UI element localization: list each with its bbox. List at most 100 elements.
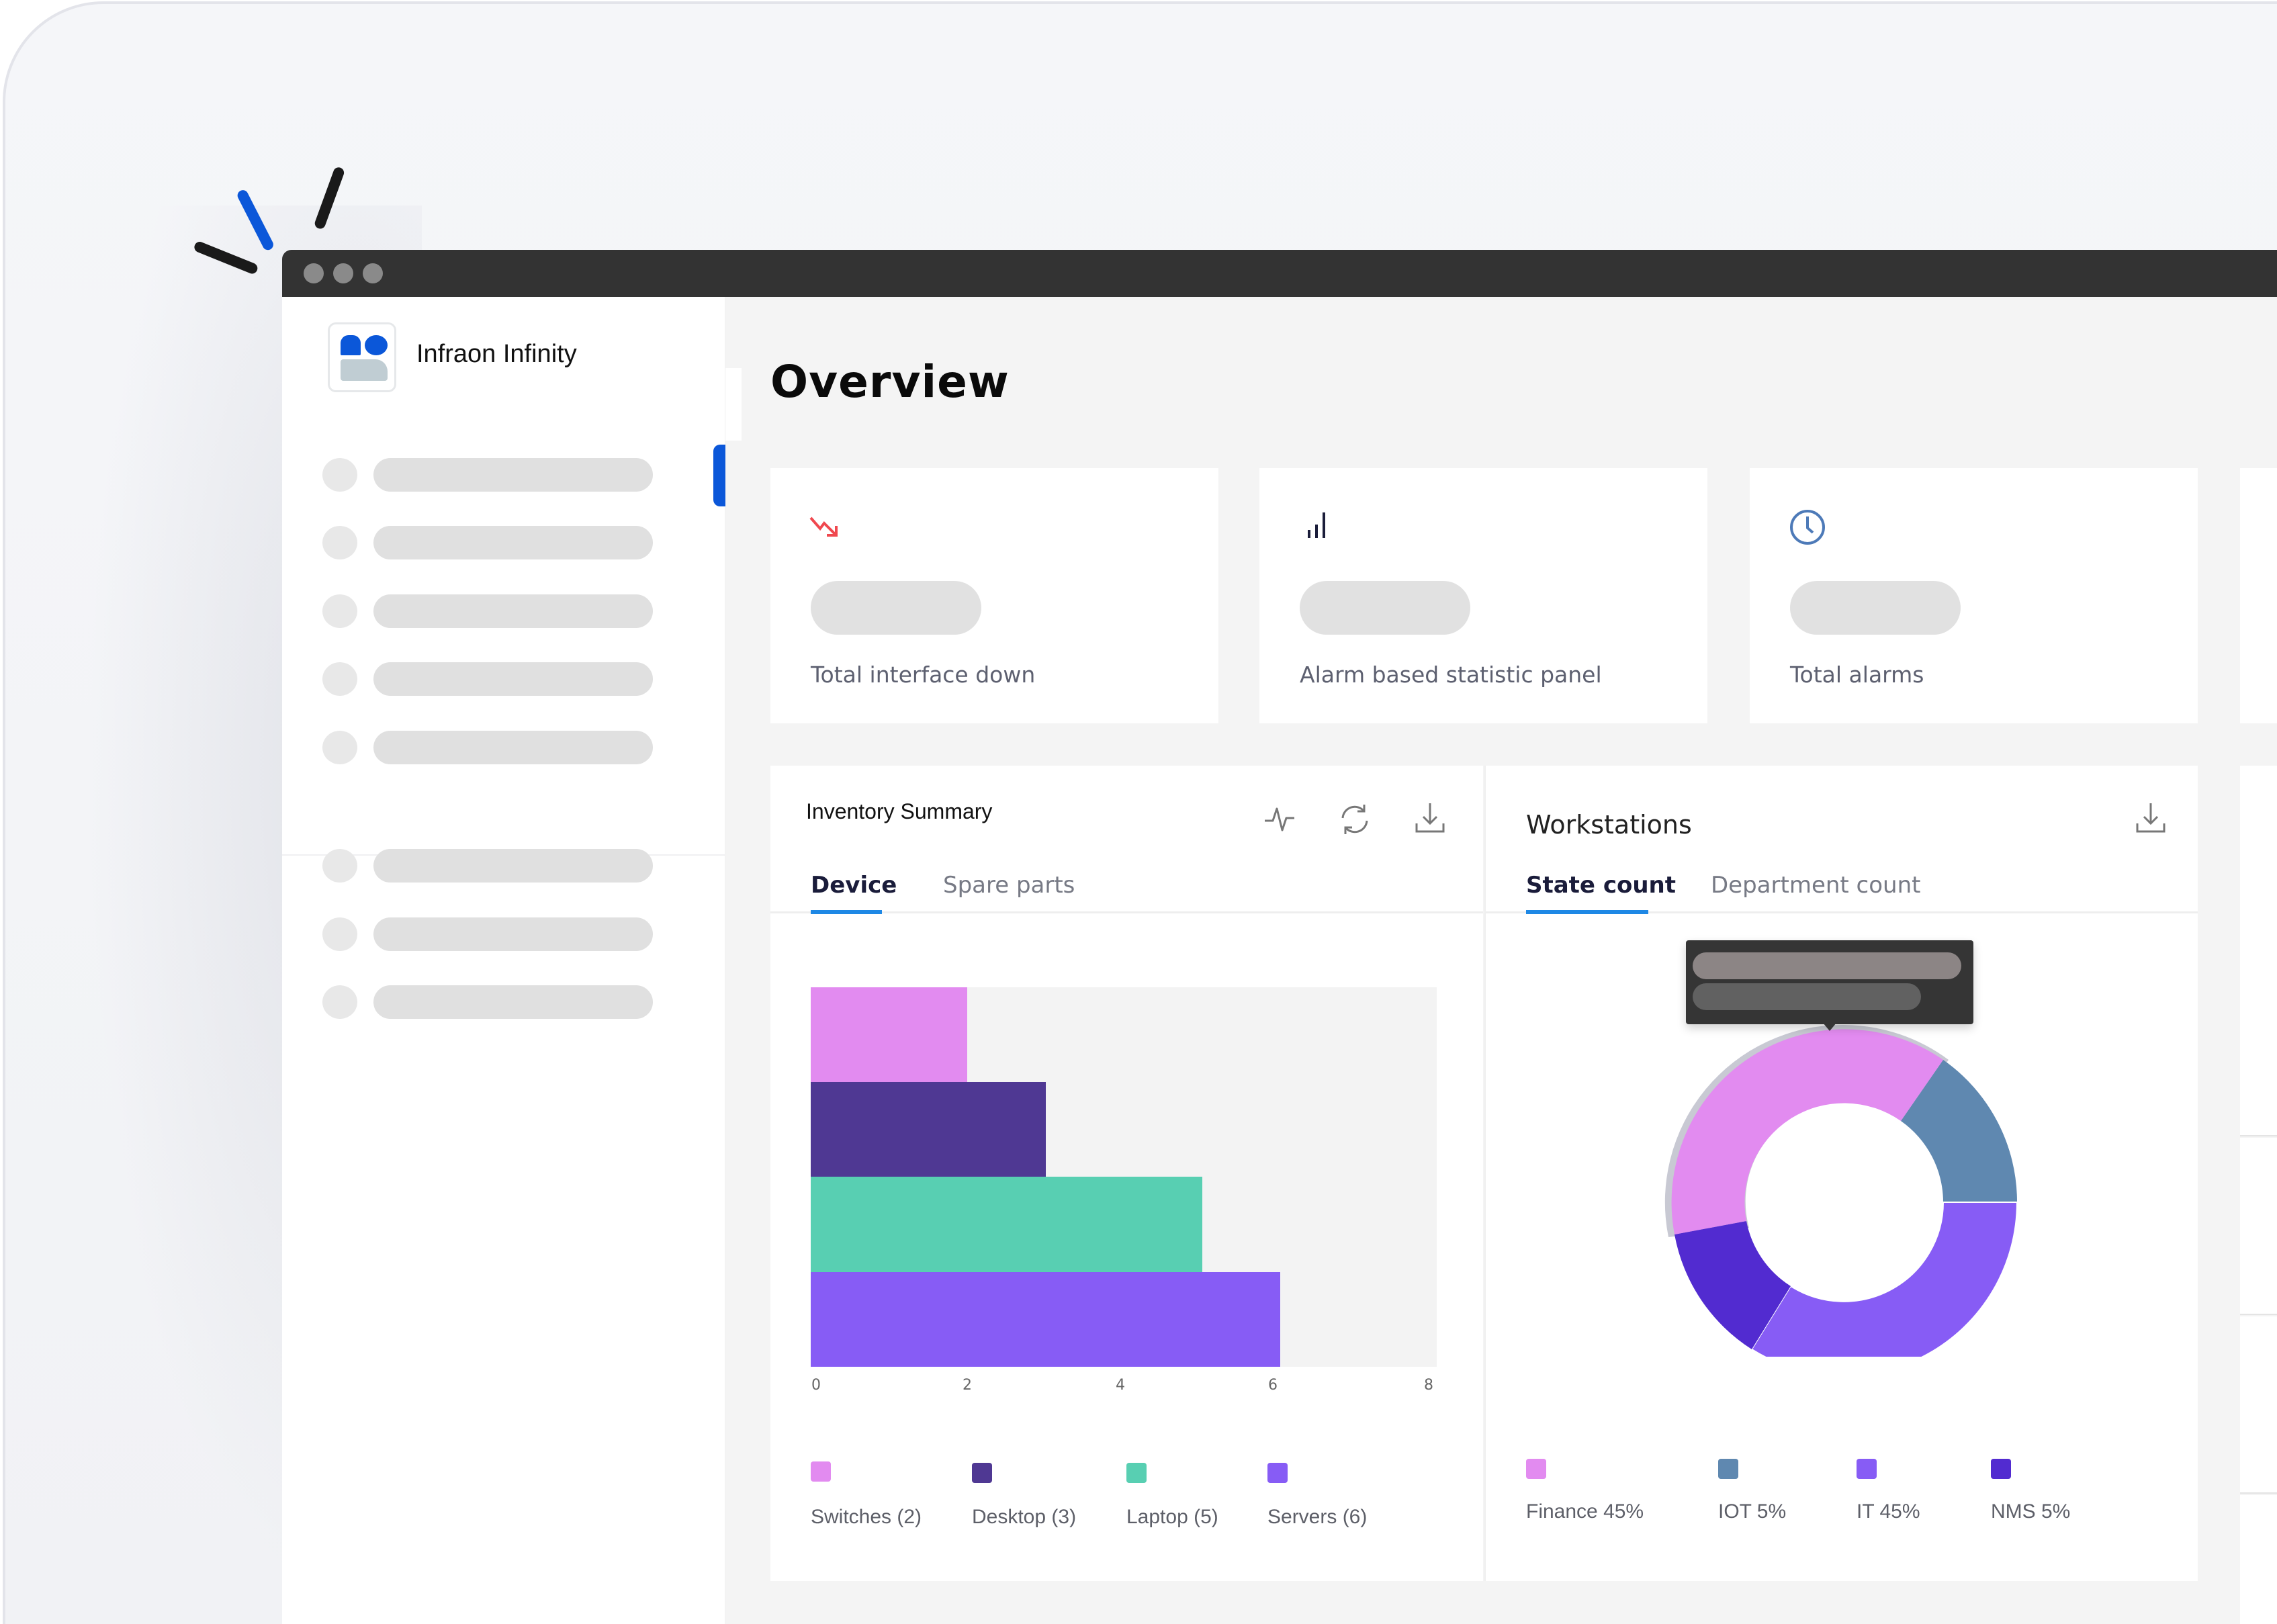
inventory-summary-panel: Inventory Summary Device Spare parts: [770, 766, 1483, 1581]
sidebar-item-6[interactable]: [322, 849, 658, 883]
x-tick: 0: [811, 1377, 821, 1394]
sidebar-item-5[interactable]: [322, 731, 658, 764]
download-icon[interactable]: [1410, 799, 1450, 840]
tab-state-count[interactable]: State count: [1526, 872, 1677, 899]
nav-icon-placeholder: [322, 458, 357, 492]
nav-label-placeholder: [373, 849, 653, 883]
window-dot-icon[interactable]: [304, 263, 324, 283]
sidebar-item-2[interactable]: [322, 526, 658, 559]
nav-icon-placeholder: [322, 849, 357, 883]
refresh-icon[interactable]: [1335, 799, 1375, 840]
active-tab-underline: [1526, 910, 1648, 914]
legend-swatch: [811, 1461, 831, 1482]
legend-label: Switches (2): [811, 1506, 922, 1528]
window-titlebar: [282, 250, 2277, 297]
nav-label-placeholder: [373, 594, 653, 628]
sidebar-item-3[interactable]: [322, 594, 658, 628]
partial-panel: [2240, 766, 2277, 1136]
window-dot-icon[interactable]: [363, 263, 383, 283]
brand-logo-icon[interactable]: [328, 322, 396, 392]
partial-panel: [2240, 1316, 2277, 1494]
panel-title: Inventory Summary: [806, 799, 993, 823]
bar-desktop[interactable]: [811, 1082, 1046, 1177]
nav-icon-placeholder: [322, 917, 357, 951]
legend-label: Finance 45%: [1526, 1500, 1644, 1523]
tooltip-arrow: [1823, 1023, 1836, 1031]
inventory-tabs: Device Spare parts: [770, 866, 1483, 914]
donut-slice-iot[interactable]: [1901, 1060, 2018, 1202]
nav-label-placeholder: [373, 731, 653, 764]
stat-card-alarm-statistics[interactable]: Alarm based statistic panel: [1259, 468, 1707, 723]
stat-value: [1790, 581, 1961, 635]
panel-title: Workstations: [1526, 810, 1692, 840]
legend-label: IOT 5%: [1718, 1500, 1787, 1523]
stat-card-total-alarms[interactable]: Total alarms: [1750, 468, 2198, 723]
stat-label: Alarm based statistic panel: [1300, 662, 1602, 688]
legend-label: Laptop (5): [1126, 1506, 1218, 1528]
x-tick: 4: [1116, 1377, 1125, 1394]
workstations-panel: Workstations State count Department coun…: [1484, 766, 2198, 1581]
partial-panel: [2240, 1138, 2277, 1315]
clock-icon: [1790, 510, 1825, 545]
legend-swatch: [972, 1463, 992, 1483]
main-content: Overview Total interface down Alarm base…: [725, 297, 2277, 1624]
nav-label-placeholder: [373, 526, 653, 559]
workstations-tabs: State count Department count: [1486, 866, 2198, 914]
legend-swatch: [1718, 1459, 1738, 1479]
inventory-bar-chart: [811, 987, 1437, 1367]
partial-panel: [2240, 1495, 2277, 1624]
trend-down-icon: [809, 516, 838, 537]
workstations-donut-chart: [1664, 1024, 2018, 1357]
sidebar-item-7[interactable]: [322, 917, 658, 951]
nav-icon-placeholder: [322, 731, 357, 764]
bar-laptop[interactable]: [811, 1177, 1202, 1272]
app-window: Infraon Infinity Overview Total interfac…: [282, 250, 2277, 1624]
nav-icon-placeholder: [322, 526, 357, 559]
active-tab-underline: [811, 910, 882, 914]
stat-label: Total interface down: [811, 662, 1036, 688]
active-nav-indicator: [713, 445, 725, 506]
legend-label: IT 45%: [1857, 1500, 1920, 1523]
nav-label-placeholder: [373, 458, 653, 492]
donut-slice-it[interactable]: [1750, 1202, 2018, 1357]
brand-name: Infraon Infinity: [416, 340, 577, 368]
sidebar-item-4[interactable]: [322, 662, 658, 696]
stat-value: [1300, 581, 1470, 635]
legend-swatch: [1267, 1463, 1288, 1483]
nav-label-placeholder: [373, 917, 653, 951]
tab-department-count[interactable]: Department count: [1711, 872, 1921, 899]
chart-tooltip: [1686, 940, 1973, 1031]
legend-swatch: [1126, 1463, 1147, 1483]
sidebar-item-8[interactable]: [322, 985, 658, 1019]
bar-servers[interactable]: [811, 1272, 1280, 1367]
legend-label: Desktop (3): [972, 1506, 1077, 1528]
sidebar: Infraon Infinity: [282, 297, 725, 1624]
tab-spare-parts[interactable]: Spare parts: [943, 872, 1075, 899]
tooltip-line-1: [1693, 952, 1961, 979]
x-tick: 8: [1424, 1377, 1433, 1394]
nav-icon-placeholder: [322, 985, 357, 1019]
donut-slice-nms[interactable]: [1675, 1221, 1791, 1349]
window-dot-icon[interactable]: [333, 263, 353, 283]
stat-card-interface-down[interactable]: Total interface down: [770, 468, 1218, 723]
nav-icon-placeholder: [322, 594, 357, 628]
page-title: Overview: [770, 356, 1010, 408]
stat-value: [811, 581, 981, 635]
legend-swatch: [1857, 1459, 1877, 1479]
nav-label-placeholder: [373, 985, 653, 1019]
download-icon[interactable]: [2131, 799, 2171, 840]
signal-bars-icon: [1308, 512, 1325, 538]
activity-icon[interactable]: [1261, 799, 1301, 840]
tab-device[interactable]: Device: [811, 872, 897, 899]
legend-label: Servers (6): [1267, 1506, 1368, 1528]
legend-swatch: [1991, 1459, 2011, 1479]
sidebar-item-1[interactable]: [322, 458, 658, 492]
nav-icon-placeholder: [322, 662, 357, 696]
nav-label-placeholder: [373, 662, 653, 696]
bar-switches[interactable]: [811, 987, 967, 1082]
sidebar-edge: [725, 368, 742, 441]
legend-label: NMS 5%: [1991, 1500, 2071, 1523]
stat-card-partial[interactable]: [2240, 468, 2277, 723]
donut-slice-finance[interactable]: [1671, 1029, 1943, 1234]
x-tick: 6: [1268, 1377, 1278, 1394]
